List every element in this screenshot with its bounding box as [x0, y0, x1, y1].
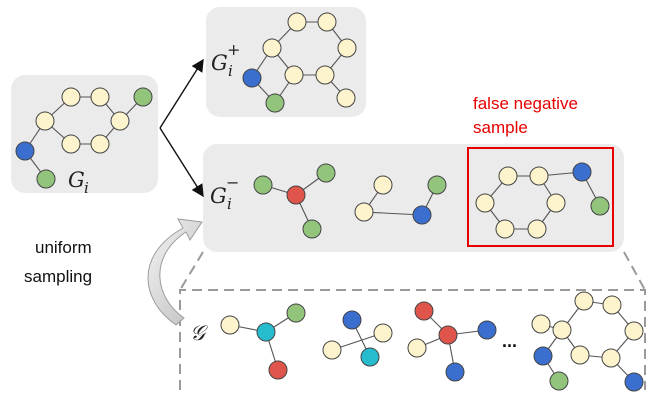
negative-graph-1: [253, 163, 336, 239]
graph-node: [533, 346, 553, 366]
pool-graph-4: [531, 291, 644, 392]
positive-graph: [242, 12, 357, 113]
graph-node: [61, 134, 81, 154]
graph-node: [574, 291, 594, 311]
graph-node: [495, 219, 515, 239]
ellipsis: ...: [502, 331, 517, 351]
graph-node: [475, 193, 495, 213]
anchor-graph-label-sub: i: [84, 179, 89, 197]
graph-node: [253, 175, 273, 195]
false-negative-highlight: [467, 147, 614, 247]
graph-node: [412, 205, 432, 225]
graph-node: [438, 325, 458, 345]
graph-node: [590, 196, 610, 216]
zoom-line-right: [623, 251, 646, 291]
graph-node: [286, 303, 306, 323]
negative-samples-label-sub: i: [227, 195, 232, 213]
graph-node: [322, 340, 342, 360]
graph-node: [527, 219, 547, 239]
graph-node: [624, 372, 644, 392]
graph-node: [445, 362, 465, 382]
negative-samples-label: G: [210, 184, 227, 208]
graph-node: [133, 87, 153, 107]
graph-node: [262, 38, 282, 58]
graph-node: [287, 12, 307, 32]
pool-graph-3: [407, 301, 497, 382]
graph-node: [268, 360, 288, 380]
uniform-sampling-arrow: [147, 218, 203, 326]
graph-node: [572, 162, 592, 182]
graph-node: [90, 134, 110, 154]
graph-node: [531, 314, 551, 334]
graph-node: [302, 219, 322, 239]
graph-pool-label: 𝒢: [190, 321, 208, 345]
zoom-line-left: [179, 251, 204, 291]
graph-node: [477, 320, 497, 340]
graph-node: [546, 193, 566, 213]
graph-node: [373, 175, 393, 195]
anchor-graph: [15, 87, 153, 189]
graph-node: [360, 347, 380, 367]
graph-node: [110, 111, 130, 131]
graph-node: [36, 169, 56, 189]
positive-graph-label: G: [211, 51, 228, 75]
negative-samples-label-sup: −: [226, 173, 239, 192]
graph-node: [602, 295, 622, 315]
graph-node: [407, 338, 427, 358]
graph-node: [414, 301, 434, 321]
graph-node: [570, 345, 590, 365]
graph-node: [552, 320, 572, 340]
positive-graph-label-sub: i: [228, 62, 233, 80]
false-negative-label-line2: sample: [473, 118, 528, 137]
anchor-graph-label: G: [68, 168, 85, 192]
graph-node: [342, 310, 362, 330]
uniform-sampling-label-line1: uniform: [35, 238, 92, 257]
graph-node: [90, 87, 110, 107]
positive-graph-label-sup: +: [227, 40, 240, 59]
graph-node: [624, 321, 644, 341]
pool-graph-2: [322, 310, 393, 367]
uniform-sampling-label-line2: sampling: [24, 267, 92, 286]
graph-node: [317, 12, 337, 32]
graph-node: [35, 111, 55, 131]
arrow-to-negative: [159, 127, 204, 198]
false-negative-label-line1: false negative: [473, 94, 578, 113]
graph-node: [284, 65, 304, 85]
sample-pool-box: [179, 289, 646, 390]
graph-node: [373, 323, 393, 343]
graph-node: [549, 371, 569, 391]
graph-node: [242, 68, 262, 88]
graph-node: [336, 88, 356, 108]
graph-node: [498, 166, 518, 186]
graph-node: [427, 175, 447, 195]
graph-node: [315, 65, 335, 85]
graph-node: [220, 315, 240, 335]
graph-node: [529, 166, 549, 186]
graph-node: [354, 202, 374, 222]
graph-node: [15, 141, 35, 161]
positive-graph-box: [206, 7, 366, 117]
graph-node: [337, 38, 357, 58]
false-negative-graph: [475, 162, 610, 239]
graph-node: [265, 93, 285, 113]
graph-node: [61, 87, 81, 107]
graph-node: [256, 322, 276, 342]
graph-node: [316, 163, 336, 183]
graph-node: [601, 348, 621, 368]
arrow-to-positive: [159, 58, 204, 129]
pool-graph-1: [220, 303, 306, 380]
anchor-graph-box: [11, 75, 158, 193]
negative-graph-2: [354, 175, 447, 225]
graph-node: [286, 185, 306, 205]
